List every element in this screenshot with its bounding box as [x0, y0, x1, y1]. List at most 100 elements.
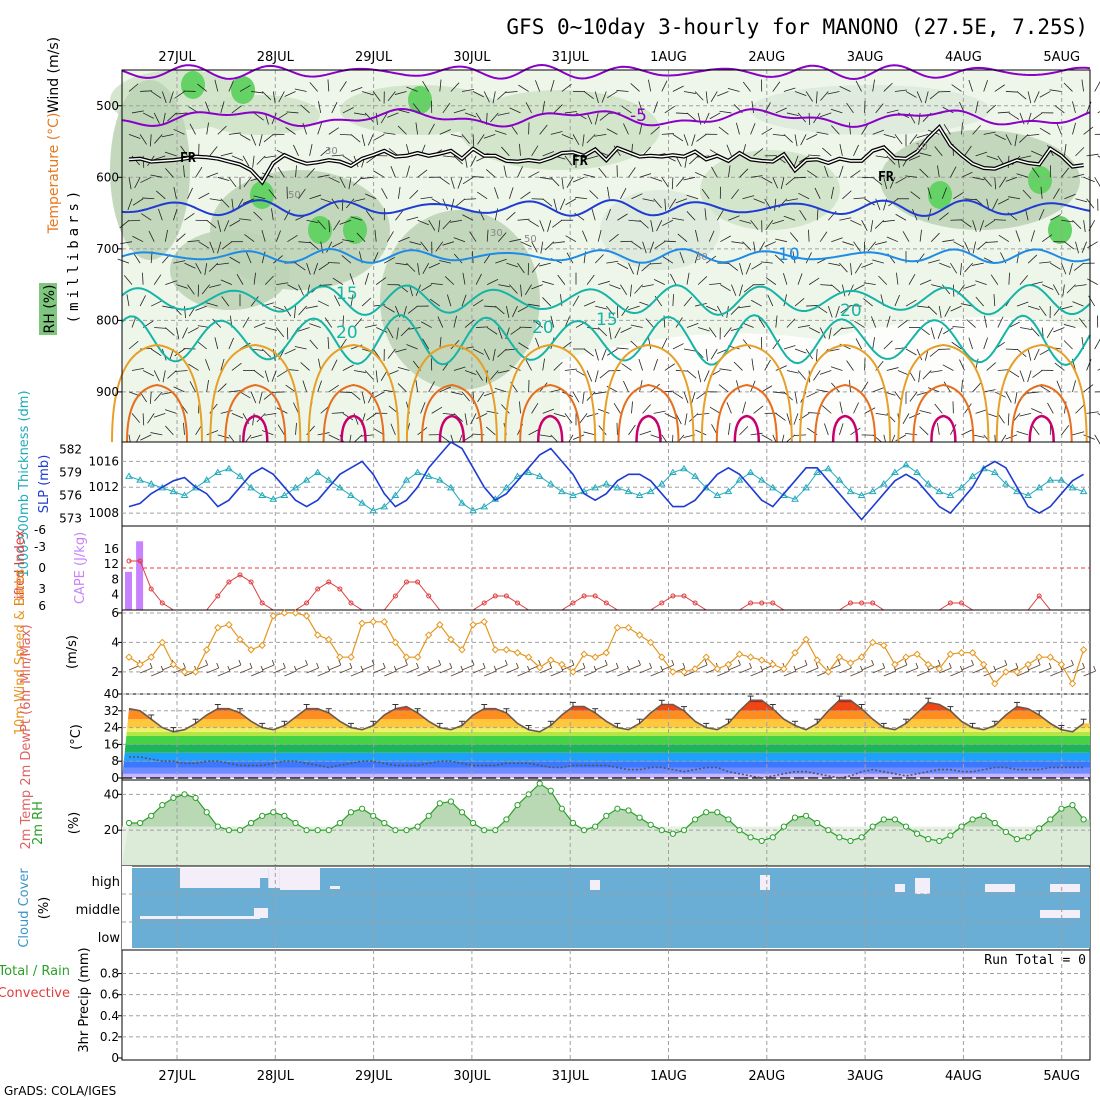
- wind-barb: [400, 327, 410, 337]
- thickness-point: [868, 487, 877, 495]
- wind-barb: [916, 391, 929, 396]
- wind10m-barb: [339, 667, 353, 674]
- wind-barb: [253, 322, 266, 328]
- wind-barb: [930, 370, 943, 373]
- wind-barb: [641, 284, 654, 288]
- wind-barb: [1064, 241, 1075, 250]
- date-label-bottom: 27JUL: [158, 1069, 196, 1084]
- wind-barb: [251, 91, 264, 94]
- thickness-point: [413, 468, 422, 476]
- rh2m-point: [414, 823, 421, 830]
- wind-barb: [520, 191, 531, 200]
- wind10m-point: [347, 653, 355, 661]
- wind-barb: [361, 134, 366, 147]
- wind-barb: [994, 134, 1006, 141]
- cloud-gap: [330, 886, 340, 889]
- wind-barb: [165, 168, 174, 178]
- thickness-point: [657, 480, 666, 487]
- wind-barb: [261, 230, 266, 242]
- wind-barb: [1063, 82, 1073, 92]
- thickness-point: [480, 502, 489, 510]
- rh2m-point: [270, 809, 277, 816]
- wind-barb: [684, 413, 688, 426]
- wind-barb: [586, 134, 596, 144]
- wind-barb: [150, 348, 162, 357]
- wind-barb: [750, 432, 763, 436]
- wind-barb: [128, 340, 139, 350]
- wind-barb: [222, 241, 233, 250]
- wind10m-barbs: [128, 659, 1097, 677]
- wind-barb: [517, 262, 525, 274]
- temperature-lines: [128, 695, 1087, 779]
- wind-barb: [239, 391, 251, 399]
- temperature-grid: [122, 693, 1090, 780]
- wind-barb: [953, 192, 964, 200]
- wind-barb: [287, 234, 298, 243]
- rh2m-point: [647, 821, 654, 828]
- rh2m-point: [725, 816, 732, 823]
- ylabel-millibars: (millibars): [66, 187, 82, 324]
- wind-barb: [134, 177, 141, 189]
- wind-barb: [839, 165, 844, 178]
- wind-barb: [758, 317, 766, 328]
- cloud-gap-high: [257, 868, 269, 878]
- rh2m-point: [869, 823, 876, 830]
- wind-barb: [497, 91, 507, 100]
- wind-barb: [1061, 263, 1067, 275]
- wind-barb: [952, 326, 965, 328]
- wind10m-barb-flag: [271, 659, 275, 666]
- wind-barb: [386, 327, 394, 339]
- wind-barb: [934, 146, 943, 157]
- wind-barb: [745, 263, 751, 275]
- wind10m-barb: [861, 664, 874, 671]
- thickness-line: [128, 464, 1084, 512]
- wind-barb: [420, 196, 433, 200]
- wind-barb: [961, 122, 963, 135]
- wind-barb: [608, 327, 612, 340]
- footer-credit: GrADS: COLA/IGES: [4, 1084, 116, 1098]
- wind-barb: [1075, 198, 1088, 203]
- wind-barb: [475, 273, 482, 285]
- wind10m-speed-line: [125, 609, 1088, 688]
- wind-barb: [421, 321, 432, 328]
- wind-barb: [457, 177, 463, 189]
- thickness-point: [680, 464, 688, 472]
- rh2m-point: [714, 809, 721, 816]
- isotherm-25-loop: [209, 343, 302, 443]
- wind-barb: [639, 219, 649, 229]
- wind-barb: [510, 327, 521, 335]
- precip-ticks: 0.80.60.40.20: [100, 967, 122, 1065]
- wind10m-barb-flag: [338, 659, 342, 666]
- wind-barb: [461, 88, 474, 92]
- isotherm-30-loop: [224, 383, 287, 443]
- wind-barb: [1097, 111, 1100, 114]
- thickness-point: [613, 483, 622, 491]
- precip-panel: 0.80.60.40.20 Run Total = 0 Total / Rain…: [0, 947, 1091, 1065]
- wind-barb: [492, 91, 496, 104]
- wind10m-point: [325, 635, 333, 644]
- li-point: [159, 600, 165, 606]
- wind-barb: [623, 380, 629, 393]
- wind-barb: [872, 176, 883, 186]
- wind-barb: [561, 134, 574, 140]
- wind-barb: [993, 219, 1006, 221]
- wind-barb: [1083, 220, 1086, 233]
- wind-barb: [716, 209, 724, 221]
- rh-blob: [170, 230, 290, 310]
- wind-barb: [361, 434, 374, 437]
- wind-barb: [683, 91, 696, 94]
- wind-barb: [277, 166, 285, 178]
- wind10m-panel: 642 10m Wind Speed & Barbs (m/s): [13, 569, 1097, 735]
- wind-barb: [309, 144, 313, 156]
- wind-barb: [960, 263, 962, 276]
- rh2m-point: [181, 791, 188, 798]
- wind-barb: [139, 295, 146, 307]
- wind-barb: [1030, 230, 1035, 242]
- wind-barb: [1069, 263, 1073, 275]
- wind-barb: [167, 112, 177, 122]
- li-point: [337, 586, 343, 592]
- wind-barb: [582, 391, 585, 404]
- wind-barb: [214, 79, 219, 92]
- wind-barb: [661, 133, 674, 135]
